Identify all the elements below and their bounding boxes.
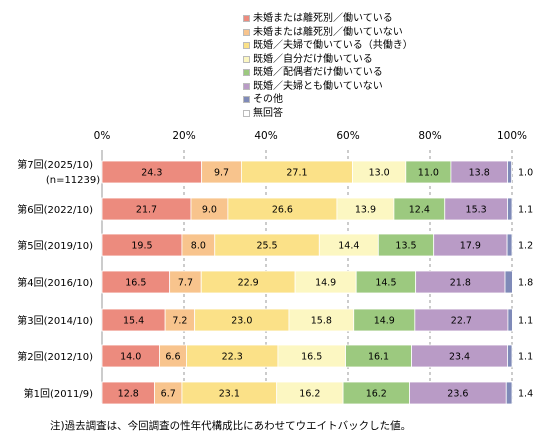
x-tick-label: 20% <box>172 130 195 142</box>
data-label: 22.7 <box>451 316 472 327</box>
data-label: 9.7 <box>214 168 229 179</box>
data-label: 6.7 <box>161 389 176 400</box>
legend-label: 既婚／夫婦とも働いていない <box>253 80 383 92</box>
legend-label: 未婚または離死別／働いていない <box>253 26 403 38</box>
category-label: 第5回(2019/10) <box>17 239 93 252</box>
category-label: 第4回(2016/10) <box>17 276 93 289</box>
bar-segment <box>507 308 513 332</box>
legend-swatch <box>243 82 250 90</box>
x-tick-label: 80% <box>418 130 441 142</box>
data-label: 13.0 <box>369 168 390 179</box>
footnote: 注)過去調査は、今回調査の性年代構成比にあわせてウエイトバックした値。 <box>50 420 412 432</box>
legend-item: 無回答 <box>243 107 413 121</box>
data-label: 13.8 <box>469 168 490 179</box>
data-label: 23.6 <box>447 389 468 400</box>
data-label: 9.0 <box>202 205 217 216</box>
data-label: 11.0 <box>418 168 439 179</box>
data-label: 8.0 <box>191 241 206 252</box>
data-label: 16.5 <box>125 278 146 289</box>
data-label: 16.1 <box>368 352 389 363</box>
legend-label: 無回答 <box>253 107 283 119</box>
data-label: 24.3 <box>141 168 162 179</box>
data-label: 14.0 <box>120 352 141 363</box>
data-label: 23.4 <box>449 352 470 363</box>
outside-data-label: 1.1 <box>518 316 533 327</box>
bar-segment <box>505 381 513 405</box>
legend-label: 既婚／夫婦で働いている（共働き） <box>253 40 413 51</box>
data-label: 14.9 <box>374 316 395 327</box>
data-label: 12.8 <box>118 389 139 400</box>
data-label: 7.2 <box>172 316 187 327</box>
data-label: 16.5 <box>301 352 322 363</box>
legend-item: 未婚または離死別／働いていない <box>243 26 413 40</box>
x-tick-label: 100% <box>497 130 527 142</box>
data-label: 14.9 <box>315 278 336 289</box>
outside-data-label: 1.8 <box>518 278 533 289</box>
data-label: 15.8 <box>311 316 332 327</box>
bar-segment <box>504 270 513 294</box>
legend-swatch <box>243 55 250 63</box>
category-sublabel: (n=11239) <box>46 175 100 186</box>
legend-item: 既婚／夫婦で働いている（共働き） <box>243 39 413 53</box>
category-label: 第2回(2012/10) <box>17 350 93 363</box>
legend-swatch <box>243 69 250 77</box>
legend-item: 既婚／夫婦とも働いていない <box>243 80 413 94</box>
data-label: 23.0 <box>231 316 252 327</box>
outside-data-label: 1.1 <box>518 352 533 363</box>
data-label: 16.2 <box>299 389 320 400</box>
data-label: 27.1 <box>286 168 307 179</box>
legend-label: 既婚／自分だけ働いている <box>253 53 373 65</box>
x-tick-label: 60% <box>336 130 359 142</box>
bar-segment <box>507 344 513 368</box>
data-label: 15.4 <box>123 316 144 327</box>
bar-segment <box>507 197 513 221</box>
data-label: 14.4 <box>338 241 359 252</box>
outside-data-label: 1.2 <box>518 241 533 252</box>
outside-data-label: 1.1 <box>518 205 533 216</box>
legend-swatch <box>243 28 250 36</box>
category-label: 第3回(2014/10) <box>17 314 93 327</box>
data-label: 6.6 <box>165 352 180 363</box>
data-label: 17.9 <box>460 241 481 252</box>
data-label: 15.3 <box>466 205 487 216</box>
outside-data-label: 1.0 <box>518 168 533 179</box>
outside-data-label: 1.4 <box>518 389 533 400</box>
legend-swatch <box>243 15 250 23</box>
legend-item: 未婚または離死別／働いている <box>243 12 413 26</box>
data-label: 21.7 <box>136 205 157 216</box>
data-label: 25.5 <box>256 241 277 252</box>
legend-swatch <box>243 96 250 104</box>
legend-item: 既婚／自分だけ働いている <box>243 53 413 67</box>
data-label: 16.2 <box>366 389 387 400</box>
data-label: 21.8 <box>450 278 471 289</box>
bar-segment <box>506 233 513 257</box>
data-label: 13.5 <box>395 241 416 252</box>
data-label: 23.1 <box>219 389 240 400</box>
category-label: 第7回(2025/10) <box>17 158 93 171</box>
category-label: 第1回(2011/9) <box>24 387 93 400</box>
chart-legend: 未婚または離死別／働いている 未婚または離死別／働いていない 既婚／夫婦で働いている… <box>243 12 413 120</box>
data-label: 13.9 <box>355 205 376 216</box>
bar-segment <box>507 160 512 184</box>
legend-swatch <box>243 42 250 50</box>
data-label: 26.6 <box>272 205 293 216</box>
data-label: 12.4 <box>409 205 430 216</box>
legend-label: 既婚／配偶者だけ働いている <box>253 67 383 78</box>
x-tick-label: 40% <box>254 130 277 142</box>
legend-label: 未婚または離死別／働いている <box>253 13 393 24</box>
data-label: 7.7 <box>178 278 193 289</box>
legend-item: その他 <box>243 93 413 107</box>
data-label: 14.5 <box>375 278 396 289</box>
legend-label: その他 <box>253 94 283 105</box>
legend-item: 既婚／配偶者だけ働いている <box>243 66 413 80</box>
data-label: 22.3 <box>222 352 243 363</box>
category-label: 第6回(2022/10) <box>17 203 93 216</box>
x-tick-label: 0% <box>94 130 111 142</box>
data-label: 22.9 <box>238 278 259 289</box>
data-label: 19.5 <box>131 241 152 252</box>
legend-swatch <box>243 109 250 117</box>
